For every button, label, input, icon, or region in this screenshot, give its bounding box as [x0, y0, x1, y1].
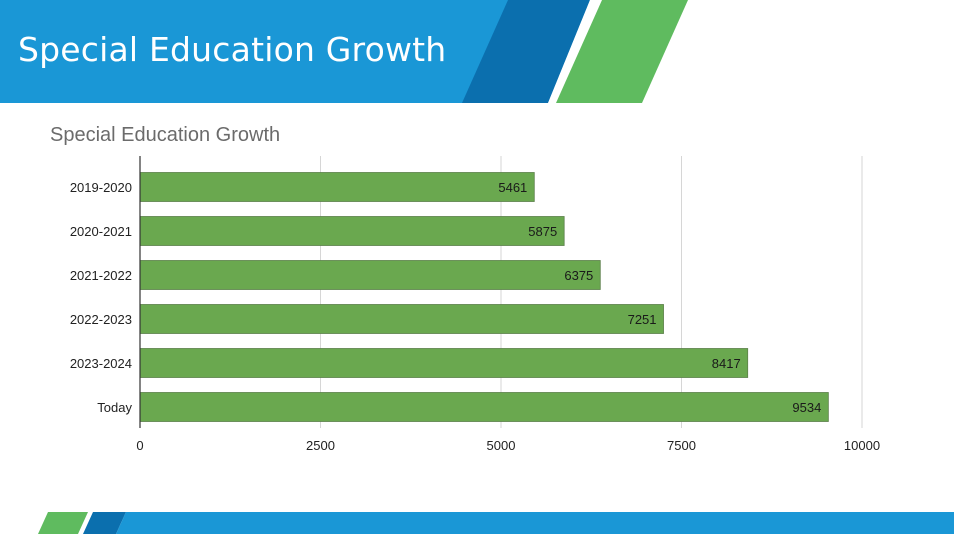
- data-label: 7251: [628, 312, 657, 327]
- header-dark-blue-stripe: [462, 0, 590, 103]
- category-label: Today: [97, 400, 132, 415]
- footer-dark-blue-stripe: [83, 512, 126, 534]
- bar-2021-2022: [139, 260, 601, 290]
- bar-2020-2021: [139, 216, 565, 246]
- bar-chart: Special Education Growth 2019-2020 2020-2…: [50, 124, 880, 453]
- x-tick-label: 7500: [667, 438, 696, 453]
- chart-category-labels: 2019-2020 2020-2021 2021-2022 2022-2023 2023…: [70, 180, 133, 415]
- category-label: 2021-2022: [70, 268, 132, 283]
- category-label: 2022-2023: [70, 312, 132, 327]
- footer-blue-band: [116, 512, 954, 534]
- data-label: 8417: [712, 356, 741, 371]
- chart-x-tick-labels: 0 2500 5000 7500 10000: [136, 438, 880, 453]
- footer-green-stripe: [38, 512, 88, 534]
- category-label: 2020-2021: [70, 224, 132, 239]
- header-blue-band: [0, 0, 590, 103]
- chart-bars: [139, 172, 829, 422]
- x-tick-label: 5000: [487, 438, 516, 453]
- data-label: 5461: [498, 180, 527, 195]
- header-banner: [0, 0, 688, 103]
- x-tick-label: 10000: [844, 438, 880, 453]
- bar-today: [139, 392, 829, 422]
- bar-2019-2020: [139, 172, 535, 202]
- header-white-gap: [548, 0, 600, 103]
- x-tick-label: 0: [136, 438, 143, 453]
- chart-data-labels: 5461 5875 6375 7251 8417 9534: [498, 180, 821, 415]
- data-label: 6375: [564, 268, 593, 283]
- category-label: 2023-2024: [70, 356, 132, 371]
- bar-2023-2024: [139, 348, 749, 378]
- bar-2022-2023: [139, 304, 664, 334]
- header-green-stripe: [556, 0, 688, 103]
- chart-title: Special Education Growth: [50, 124, 280, 146]
- x-tick-label: 2500: [306, 438, 335, 453]
- category-label: 2019-2020: [70, 180, 132, 195]
- data-label: 5875: [528, 224, 557, 239]
- data-label: 9534: [792, 400, 821, 415]
- footer-banner: [38, 512, 954, 534]
- slide-title: Special Education Growth: [18, 30, 447, 69]
